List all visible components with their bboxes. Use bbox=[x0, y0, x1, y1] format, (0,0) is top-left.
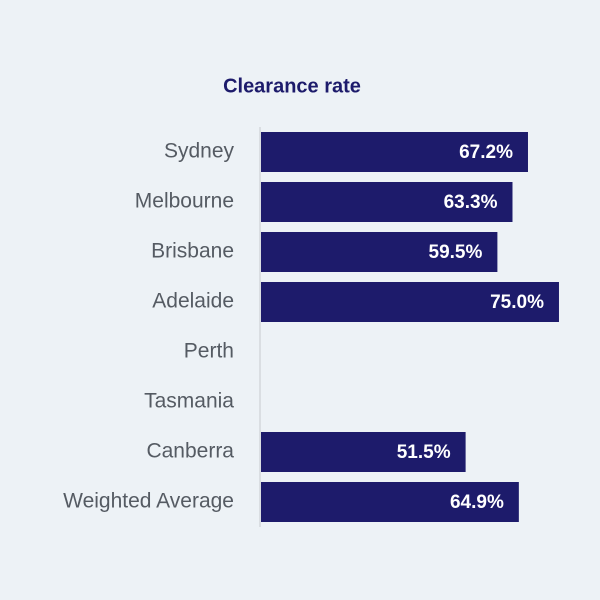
category-label: Sydney bbox=[164, 140, 235, 163]
category-label: Melbourne bbox=[135, 190, 234, 213]
category-label: Weighted Average bbox=[63, 490, 234, 513]
bar bbox=[261, 282, 559, 322]
category-label: Canberra bbox=[146, 440, 234, 463]
value-label: 64.9% bbox=[450, 492, 504, 513]
value-label: 63.3% bbox=[444, 192, 498, 213]
value-label: 75.0% bbox=[490, 292, 544, 313]
category-label: Brisbane bbox=[151, 240, 234, 263]
bar bbox=[261, 432, 466, 472]
bar bbox=[261, 482, 519, 522]
value-label: 67.2% bbox=[459, 142, 513, 163]
value-label: 51.5% bbox=[397, 442, 451, 463]
bar bbox=[261, 132, 528, 172]
bar bbox=[261, 232, 498, 272]
chart-title: Clearance rate bbox=[223, 75, 361, 97]
category-label: Adelaide bbox=[152, 290, 234, 313]
value-label: 59.5% bbox=[429, 242, 483, 263]
category-label: Tasmania bbox=[144, 390, 234, 413]
bar bbox=[261, 182, 513, 222]
category-label: Perth bbox=[184, 340, 234, 363]
